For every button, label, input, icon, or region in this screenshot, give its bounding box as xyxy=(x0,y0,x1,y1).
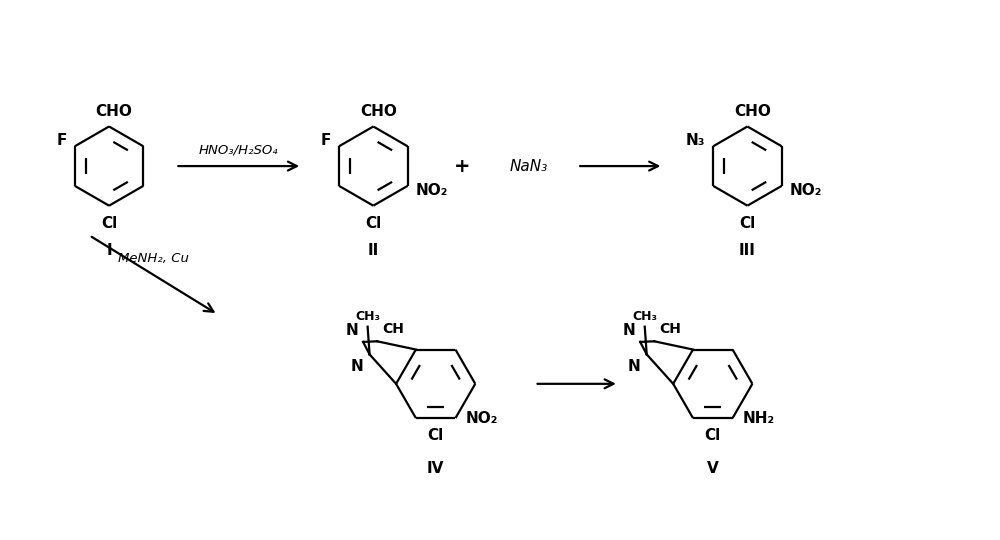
Text: F: F xyxy=(321,133,331,148)
Text: NO₂: NO₂ xyxy=(416,183,448,198)
Text: CHO: CHO xyxy=(734,104,771,119)
Text: N₃: N₃ xyxy=(686,133,705,148)
Text: F: F xyxy=(56,133,67,148)
Text: Cl: Cl xyxy=(428,428,444,443)
Text: CH: CH xyxy=(382,322,404,336)
Text: III: III xyxy=(739,244,756,258)
Text: Cl: Cl xyxy=(101,215,117,231)
Text: CHO: CHO xyxy=(360,104,397,119)
Text: Cl: Cl xyxy=(365,215,381,231)
Text: II: II xyxy=(368,244,379,258)
Text: CHO: CHO xyxy=(96,104,132,119)
Text: Cl: Cl xyxy=(739,215,756,231)
Text: NH₂: NH₂ xyxy=(742,410,775,426)
Text: NO₂: NO₂ xyxy=(790,183,822,198)
Text: CH₃: CH₃ xyxy=(355,310,380,323)
Text: MeNH₂, Cu: MeNH₂, Cu xyxy=(118,252,189,265)
Text: NO₂: NO₂ xyxy=(465,410,498,426)
Text: CH: CH xyxy=(659,322,681,336)
Text: CH₃: CH₃ xyxy=(632,310,657,323)
Text: N: N xyxy=(628,359,641,374)
Text: N: N xyxy=(623,323,635,338)
Text: I: I xyxy=(106,244,112,258)
Text: +: + xyxy=(454,157,471,176)
Text: N: N xyxy=(345,323,358,338)
Text: HNO₃/H₂SO₄: HNO₃/H₂SO₄ xyxy=(199,143,279,156)
Text: NaN₃: NaN₃ xyxy=(510,159,548,173)
Text: IV: IV xyxy=(427,461,444,476)
Text: Cl: Cl xyxy=(705,428,721,443)
Text: V: V xyxy=(707,461,719,476)
Text: N: N xyxy=(351,359,364,374)
